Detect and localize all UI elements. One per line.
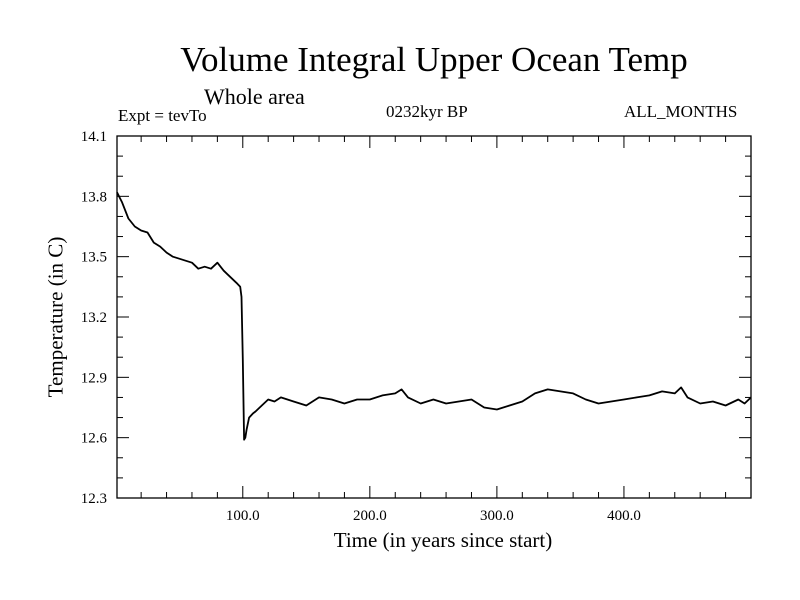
x-tick-label: 400.0 [607,508,641,524]
y-tick-label: 12.6 [81,431,108,447]
y-tick-label: 13.8 [81,189,107,205]
chart-subtitle: Whole area [204,84,305,109]
x-tick-label: 200.0 [353,508,387,524]
months-annotation: ALL_MONTHS [624,102,738,121]
axis-ticks [117,136,751,498]
x-tick-label: 100.0 [226,508,260,524]
y-tick-label: 12.9 [81,370,107,386]
plot-frame [116,135,752,499]
period-annotation: 0232kyr BP [386,102,468,121]
chart-title: Volume Integral Upper Ocean Temp [180,40,688,79]
y-tick-label: 14.1 [81,129,107,145]
temperature-series-line [116,191,752,441]
y-tick-label: 13.2 [81,310,107,326]
x-tick-label: 300.0 [480,508,514,524]
experiment-annotation: Expt = tevTo [118,106,207,125]
x-axis-label: Time (in years since start) [333,528,553,552]
axis-tick-labels: 100.0 200.0 300.0 400.0 12.3 12.6 12.9 13.2 13.5… [81,129,641,524]
y-tick-label: 12.3 [81,491,107,507]
y-tick-label: 13.5 [81,250,107,266]
